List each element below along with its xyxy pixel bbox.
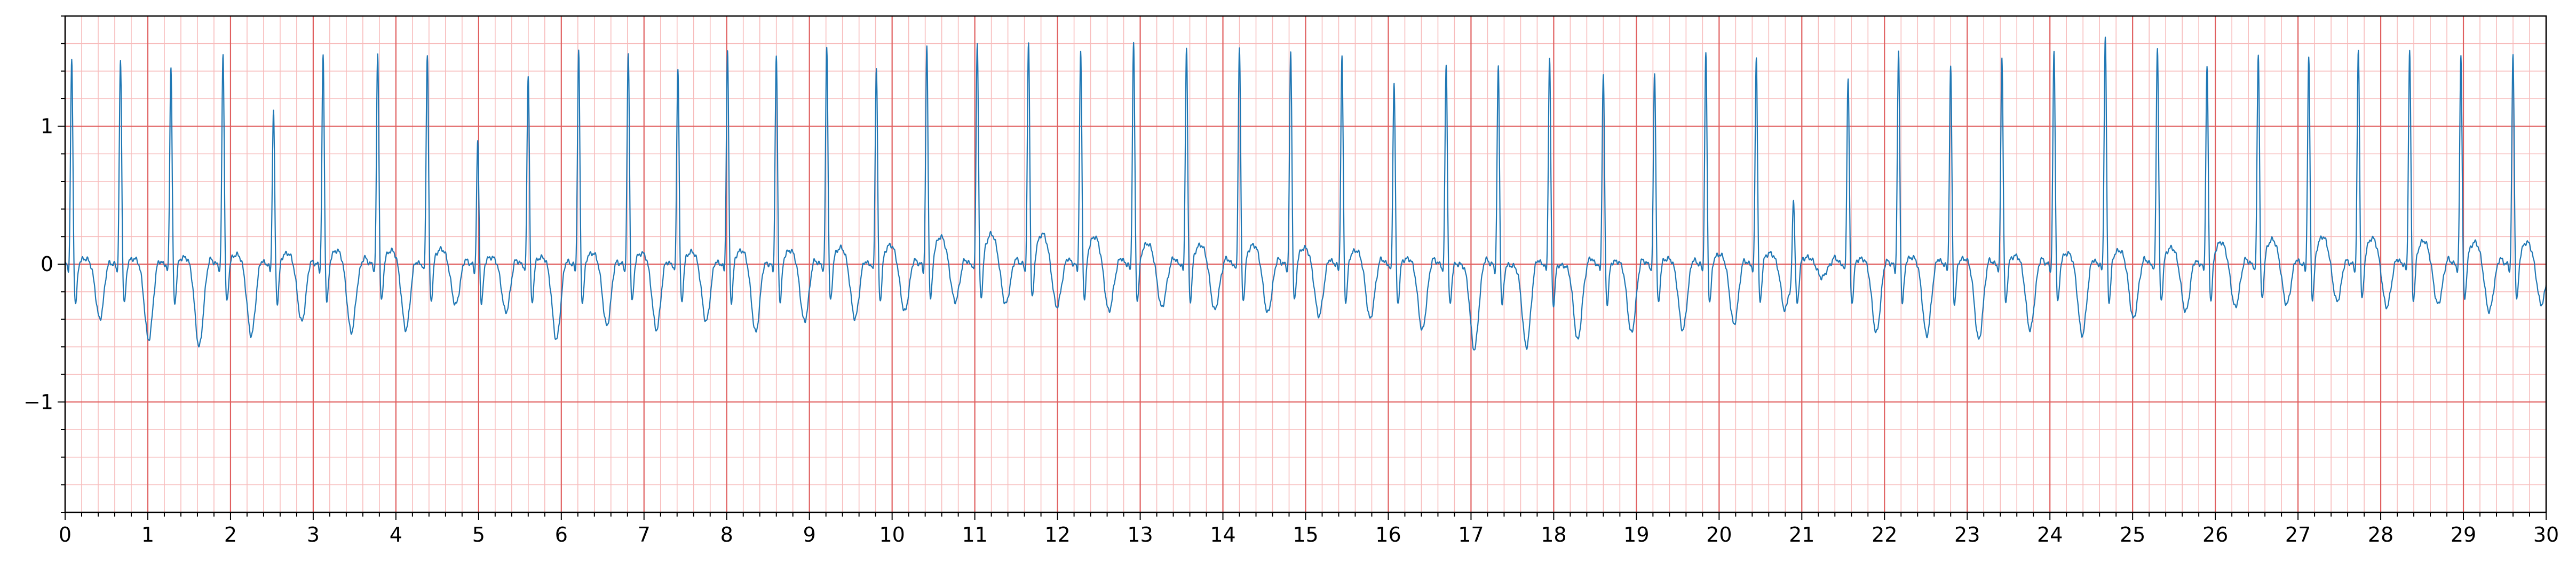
y-tick-label: 0 xyxy=(41,252,53,276)
x-tick-label: 30 xyxy=(2533,523,2559,546)
x-tick-label: 5 xyxy=(472,523,485,546)
x-tick-label: 15 xyxy=(1293,523,1318,546)
x-tick-label: 3 xyxy=(307,523,320,546)
y-axis: −1 0 1 xyxy=(23,15,65,513)
x-tick-label: 18 xyxy=(1541,523,1566,546)
x-tick-label: 10 xyxy=(879,523,905,546)
ecg-trace-line xyxy=(65,36,2547,351)
x-tick-label: 20 xyxy=(1706,523,1732,546)
x-tick-label: 19 xyxy=(1623,523,1649,546)
x-tick-label: 12 xyxy=(1044,523,1070,546)
x-tick-label: 2 xyxy=(224,523,237,546)
x-tick-label: 21 xyxy=(1789,523,1814,546)
x-tick-label: 0 xyxy=(59,523,72,546)
x-tick-label: 11 xyxy=(962,523,987,546)
x-tick-label: 25 xyxy=(2120,523,2145,546)
x-tick-label: 26 xyxy=(2202,523,2228,546)
x-tick-label: 13 xyxy=(1127,523,1153,546)
x-tick-label: 29 xyxy=(2451,523,2476,546)
x-tick-label: 4 xyxy=(390,523,402,546)
x-tick-label: 24 xyxy=(2037,523,2063,546)
x-tick-label: 8 xyxy=(720,523,733,546)
x-tick-label: 23 xyxy=(1954,523,1980,546)
y-tick-label: 1 xyxy=(41,115,53,138)
x-tick-label: 16 xyxy=(1375,523,1401,546)
x-axis: 0 1 2 3 4 5 6 7 8 9 10 11 12 13 14 15 16 17 18 19 20 21 22 23 24… xyxy=(59,512,2559,546)
x-tick-label: 17 xyxy=(1458,523,1484,546)
y-tick-label: −1 xyxy=(23,390,53,414)
x-tick-label: 27 xyxy=(2285,523,2311,546)
x-tick-label: 22 xyxy=(1872,523,1897,546)
x-tick-label: 14 xyxy=(1210,523,1235,546)
x-tick-label: 7 xyxy=(638,523,651,546)
x-tick-label: 1 xyxy=(141,523,154,546)
x-tick-label: 6 xyxy=(555,523,568,546)
x-tick-label: 9 xyxy=(803,523,816,546)
x-tick-label: 28 xyxy=(2368,523,2393,546)
